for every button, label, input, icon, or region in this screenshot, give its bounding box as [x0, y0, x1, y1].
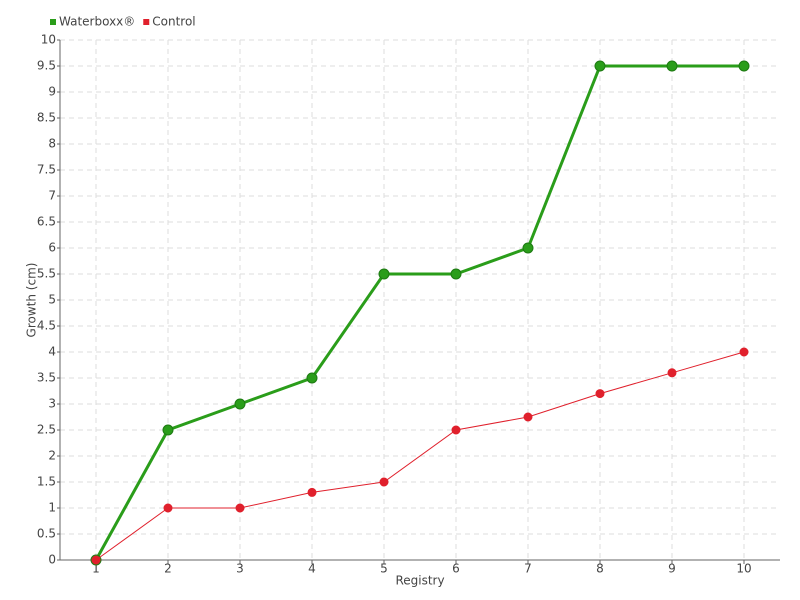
- point: [739, 347, 749, 357]
- point: [666, 60, 678, 72]
- y-tick-label: 2: [48, 449, 56, 463]
- x-tick-label: 9: [668, 562, 676, 576]
- point: [522, 242, 534, 254]
- series-line: [94, 64, 744, 561]
- legend-label: Waterboxx®: [59, 15, 135, 29]
- x-tick-label: 7: [524, 562, 532, 576]
- point: [163, 503, 173, 513]
- point: [450, 268, 462, 280]
- point: [91, 555, 101, 565]
- point: [235, 503, 245, 513]
- y-tick-label: 9: [48, 85, 56, 99]
- y-tick-label: 1.5: [37, 475, 56, 489]
- y-tick-label: 7.5: [37, 163, 56, 177]
- point: [523, 412, 533, 422]
- point: [378, 268, 390, 280]
- x-axis-title: Registry: [395, 574, 444, 588]
- y-tick-label: 10: [41, 33, 56, 47]
- y-axis-title: Growth (cm): [25, 263, 39, 338]
- y-tick-label: 8: [48, 137, 56, 151]
- point: [738, 60, 750, 72]
- series-line: [95, 351, 745, 561]
- y-tick-label: 6: [48, 241, 56, 255]
- point: [451, 425, 461, 435]
- y-tick-label: 4.5: [37, 319, 56, 333]
- point: [594, 60, 606, 72]
- x-tick-label: 6: [452, 562, 460, 576]
- x-tick-label: 4: [308, 562, 316, 576]
- x-tick-label: 2: [164, 562, 172, 576]
- point: [234, 398, 246, 410]
- x-tick-label: 3: [236, 562, 244, 576]
- y-tick-label: 5: [48, 293, 56, 307]
- x-tick-label: 1: [92, 562, 100, 576]
- x-tick-label: 5: [380, 562, 388, 576]
- legend-swatch: [143, 19, 150, 25]
- x-tick-label: 10: [736, 562, 751, 576]
- y-tick-label: 7: [48, 189, 56, 203]
- y-tick-label: 2.5: [37, 423, 56, 437]
- point: [379, 477, 389, 487]
- y-tick-label: 8.5: [37, 111, 56, 125]
- y-tick-label: 1: [48, 501, 56, 515]
- y-tick-label: 9.5: [37, 59, 56, 73]
- y-tick-label: 0.5: [37, 527, 56, 541]
- legend-label: Control: [152, 15, 195, 29]
- point: [595, 389, 605, 399]
- legend-swatch: [50, 19, 56, 25]
- y-tick-label: 6.5: [37, 215, 56, 229]
- y-tick-label: 5.5: [37, 267, 56, 281]
- point: [306, 372, 318, 384]
- y-tick-label: 0: [48, 553, 56, 567]
- point: [667, 368, 677, 378]
- point: [162, 424, 174, 436]
- y-tick-label: 4: [48, 345, 56, 359]
- point: [307, 487, 317, 497]
- y-tick-label: 3: [48, 397, 56, 411]
- y-tick-label: 3.5: [37, 371, 56, 385]
- x-tick-label: 8: [596, 562, 604, 576]
